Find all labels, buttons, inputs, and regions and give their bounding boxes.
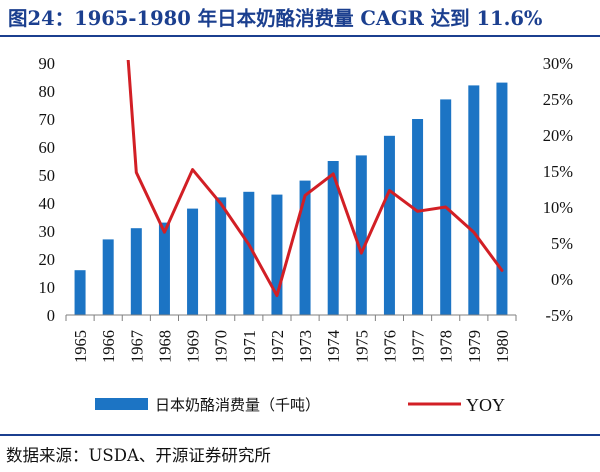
y-right-tick-label: 10% — [543, 198, 574, 217]
y-right-tick-label: 30% — [543, 54, 574, 73]
axis-layer — [65, 314, 517, 321]
bar-1972 — [271, 194, 283, 315]
bar-1965 — [74, 270, 86, 315]
y-right-tick-label: 20% — [543, 126, 574, 145]
x-tick-label: 1970 — [212, 330, 231, 363]
x-tick-label: 1965 — [71, 330, 90, 363]
bar-1976 — [383, 135, 395, 315]
y-left-tick-label: 30 — [39, 222, 56, 241]
ticks-layer: 0 10 20 30 40 50 60 70 80 90 -5% 0% 5% 10% 15% 20% 25% 30… — [39, 54, 574, 363]
legend: 日本奶酪消费量（千吨） YOY — [95, 395, 505, 415]
bar-1979 — [468, 85, 480, 316]
legend-label-yoy: YOY — [466, 395, 505, 415]
x-tick-label: 1973 — [296, 330, 315, 363]
y-left-tick-label: 70 — [39, 110, 56, 129]
yoy-line — [126, 60, 504, 298]
y-left-tick-label: 50 — [39, 166, 56, 185]
y-left-tick-label: 60 — [39, 138, 56, 157]
x-tick-label: 1968 — [155, 330, 174, 363]
footer-rule — [0, 434, 600, 436]
bar-1975 — [355, 155, 367, 315]
x-tick-label: 1969 — [184, 330, 203, 363]
x-tick-label: 1974 — [324, 330, 343, 363]
bar-1970 — [215, 197, 227, 315]
source-note: 数据来源：USDA、开源证券研究所 — [6, 446, 271, 465]
y-right-tick-label: -5% — [546, 306, 574, 325]
y-left-tick-label: 10 — [39, 278, 56, 297]
y-left-tick-label: 0 — [47, 306, 55, 325]
bar-1973 — [299, 180, 311, 315]
chart: 0 10 20 30 40 50 60 70 80 90 -5% 0% 5% 10% 15% 20% 25% 30… — [39, 54, 574, 415]
title-rule — [0, 35, 600, 37]
x-tick-label: 1967 — [127, 330, 146, 363]
bar-1968 — [158, 222, 170, 315]
x-tick-label: 1978 — [437, 330, 456, 363]
bar-1980 — [496, 82, 508, 315]
legend-label-consumption: 日本奶酪消费量（千吨） — [155, 396, 320, 414]
bar-1974 — [327, 161, 339, 315]
x-tick-label: 1976 — [380, 330, 399, 363]
y-right-tick-label: 25% — [543, 90, 574, 109]
y-left-tick-label: 90 — [39, 54, 56, 73]
x-tick-label: 1979 — [465, 330, 484, 363]
x-tick-label: 1977 — [409, 330, 428, 363]
y-left-tick-label: 80 — [39, 82, 56, 101]
x-tick-label: 1971 — [240, 330, 259, 363]
x-tick-label: 1975 — [352, 330, 371, 363]
bar-1971 — [243, 191, 255, 315]
y-right-tick-label: 15% — [543, 162, 574, 181]
x-tick-label: 1972 — [268, 330, 287, 363]
bar-1977 — [412, 119, 424, 315]
y-left-tick-label: 40 — [39, 194, 56, 213]
line-layer — [126, 60, 504, 298]
y-right-tick-label: 0% — [551, 270, 573, 289]
legend-swatch-bar — [95, 398, 148, 410]
y-left-tick-label: 20 — [39, 250, 56, 269]
y-right-tick-label: 5% — [551, 234, 573, 253]
bars-layer — [74, 82, 508, 316]
bar-1966 — [102, 239, 114, 315]
x-tick-label: 1966 — [99, 330, 118, 363]
bar-1967 — [130, 228, 142, 315]
bar-1969 — [187, 208, 199, 315]
figure-title: 图24：1965-1980 年日本奶酪消费量 CAGR 达到 11.6% — [8, 7, 543, 30]
x-tick-label: 1980 — [493, 330, 512, 363]
